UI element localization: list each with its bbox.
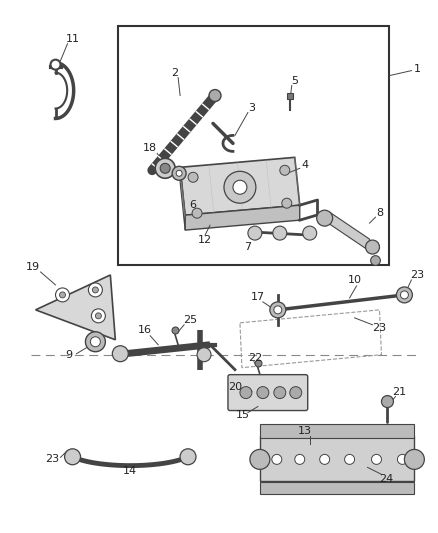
Circle shape	[345, 455, 355, 464]
Circle shape	[180, 449, 196, 465]
Text: 20: 20	[228, 382, 242, 392]
Circle shape	[257, 386, 269, 399]
Text: 11: 11	[65, 34, 79, 44]
Circle shape	[273, 226, 287, 240]
Text: 23: 23	[410, 270, 424, 280]
Circle shape	[50, 60, 60, 70]
Circle shape	[64, 449, 81, 465]
FancyBboxPatch shape	[228, 375, 308, 410]
Circle shape	[88, 283, 102, 297]
Text: 21: 21	[392, 386, 406, 397]
Circle shape	[85, 332, 106, 352]
Text: 12: 12	[198, 235, 212, 245]
Circle shape	[233, 180, 247, 194]
Polygon shape	[330, 212, 370, 251]
Text: 15: 15	[236, 409, 250, 419]
Circle shape	[317, 210, 332, 226]
Circle shape	[396, 287, 413, 303]
Circle shape	[270, 302, 286, 318]
Circle shape	[366, 240, 379, 254]
Text: 2: 2	[172, 68, 179, 78]
Text: 14: 14	[123, 466, 138, 477]
Text: 19: 19	[25, 262, 40, 272]
Polygon shape	[185, 205, 300, 230]
Text: 17: 17	[251, 292, 265, 302]
Circle shape	[280, 165, 290, 175]
Circle shape	[224, 171, 256, 203]
Circle shape	[90, 337, 100, 347]
Circle shape	[274, 306, 282, 314]
Circle shape	[92, 287, 99, 293]
Text: 23: 23	[46, 455, 60, 464]
Text: 3: 3	[248, 102, 255, 112]
Polygon shape	[35, 275, 115, 340]
Circle shape	[404, 449, 424, 470]
Circle shape	[192, 208, 202, 218]
Circle shape	[272, 455, 282, 464]
Bar	[260, 482, 414, 494]
Text: 1: 1	[414, 63, 421, 74]
Bar	[118, 26, 389, 265]
Circle shape	[371, 455, 381, 464]
Circle shape	[197, 348, 211, 362]
Circle shape	[400, 291, 408, 299]
Circle shape	[295, 455, 305, 464]
Circle shape	[188, 172, 198, 182]
Circle shape	[397, 455, 407, 464]
Text: 5: 5	[291, 76, 298, 86]
Circle shape	[56, 288, 70, 302]
Text: 7: 7	[175, 170, 182, 180]
Circle shape	[60, 292, 66, 298]
Circle shape	[274, 386, 286, 399]
Circle shape	[112, 346, 128, 362]
Circle shape	[209, 90, 221, 101]
Text: 8: 8	[376, 208, 383, 218]
Polygon shape	[180, 167, 185, 230]
Circle shape	[176, 171, 182, 176]
Text: 16: 16	[138, 325, 152, 335]
Circle shape	[250, 449, 270, 470]
Text: 18: 18	[143, 143, 157, 154]
Circle shape	[95, 313, 101, 319]
Bar	[260, 424, 414, 439]
Polygon shape	[180, 157, 300, 215]
Text: 24: 24	[379, 474, 394, 484]
Text: 25: 25	[183, 315, 197, 325]
Bar	[260, 437, 414, 481]
Circle shape	[172, 166, 186, 180]
Text: 7: 7	[244, 242, 251, 252]
Circle shape	[290, 386, 302, 399]
Circle shape	[248, 226, 262, 240]
Text: 4: 4	[301, 160, 308, 171]
Text: 22: 22	[248, 353, 262, 363]
Text: 23: 23	[372, 323, 387, 333]
Circle shape	[160, 163, 170, 173]
Circle shape	[381, 395, 393, 408]
Circle shape	[240, 386, 252, 399]
Text: 9: 9	[65, 350, 72, 360]
Circle shape	[92, 309, 106, 323]
Circle shape	[303, 226, 317, 240]
Text: 10: 10	[348, 275, 361, 285]
Circle shape	[282, 198, 292, 208]
Text: 6: 6	[190, 200, 197, 210]
Text: 13: 13	[298, 426, 312, 437]
Circle shape	[320, 455, 330, 464]
Circle shape	[155, 158, 175, 178]
